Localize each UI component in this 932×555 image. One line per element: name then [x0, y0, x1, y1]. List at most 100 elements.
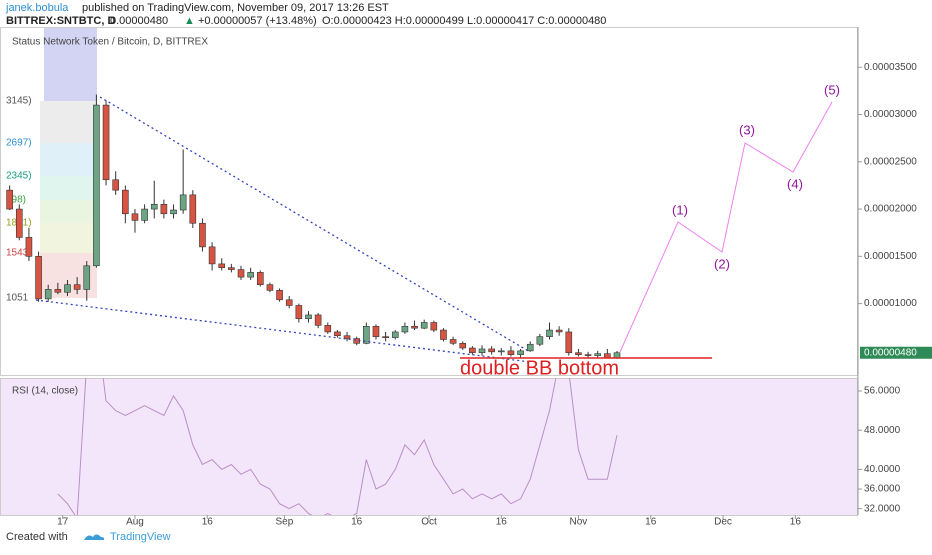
candle-body: [517, 350, 524, 355]
y-tick-label: 56.0000: [864, 386, 901, 397]
candle-body: [372, 325, 380, 337]
candle-body: [295, 305, 303, 320]
wave-labels: (1) (2) (3) (4) (5): [672, 82, 840, 271]
candle-body: [6, 189, 13, 210]
y-tick-label: 0.00003000: [864, 109, 917, 120]
wave-label: (4): [787, 176, 803, 191]
candle-body: [122, 189, 129, 215]
candle-body: [546, 329, 553, 337]
fib-label: 1051: [6, 293, 29, 304]
fib-label: 2345): [6, 171, 32, 182]
footer-brand[interactable]: TradingView: [110, 531, 171, 543]
candle-body: [83, 265, 91, 290]
x-tick-label: 16: [790, 517, 802, 528]
x-tick-label: Dec: [714, 517, 732, 528]
y-tick-label: 32.0000: [864, 503, 901, 514]
candle-body: [247, 272, 254, 278]
fib-zone: [40, 200, 97, 223]
candle-body: [584, 354, 592, 356]
fib-label: 3145): [6, 96, 32, 107]
brand-icon: [84, 534, 105, 540]
candle-body: [237, 269, 245, 278]
rsi-lines: [57, 378, 618, 515]
y-tick-label: 48.0000: [864, 425, 901, 436]
candle-body: [440, 329, 447, 340]
ohlc: O:0.00000423 H:0.00000499 L:0.00000417 C…: [322, 15, 606, 27]
last-price-box: [860, 346, 932, 359]
fib-zones: [40, 28, 97, 298]
candle-body: [469, 347, 476, 354]
fib-label: 2697): [6, 138, 32, 149]
candle-body: [594, 353, 602, 356]
fib-zone: [44, 28, 97, 101]
x-tick-label: Aug: [126, 517, 144, 528]
fib-zone: [40, 143, 97, 176]
candle-body: [488, 348, 495, 353]
candle-body: [526, 343, 534, 352]
arrow: ▲: [184, 15, 195, 27]
candle-body: [54, 289, 62, 293]
x-tick-label: 16: [645, 517, 657, 528]
candle-body: [449, 339, 457, 344]
wave-label: (3): [739, 122, 755, 137]
candle-body: [112, 179, 119, 191]
footer-created: Created with: [6, 531, 68, 543]
x-tick-label: 16: [202, 517, 214, 528]
candle-body: [314, 314, 322, 326]
candle-body: [575, 352, 582, 355]
x-tick-label: 16: [351, 517, 363, 528]
y-tick-label: 0.00002000: [864, 204, 917, 215]
candle-body: [25, 237, 33, 257]
candle-body: [150, 204, 158, 210]
candle-body: [131, 213, 139, 221]
symbol: BITTREX:SNTBTC, D: [6, 15, 115, 27]
fib-zone: [40, 101, 97, 143]
last-price-label: 0.00000480: [864, 347, 917, 358]
candle-body: [285, 299, 293, 306]
candles: [6, 94, 621, 359]
rsi-title: RSI (14, close): [12, 386, 78, 397]
candle-body: [141, 208, 148, 221]
candle-body: [478, 348, 486, 354]
candle-body: [565, 331, 573, 354]
fib-zone: [40, 176, 97, 200]
candle-body: [170, 209, 177, 215]
candle-body: [334, 331, 341, 337]
candle-body: [276, 290, 283, 301]
candle-body: [160, 204, 168, 215]
candle-body: [507, 350, 515, 355]
fib-label: 1543): [6, 248, 32, 259]
candle-body: [401, 325, 409, 333]
candle-body: [411, 325, 418, 329]
trendline: [99, 96, 531, 353]
candle-body: [93, 104, 100, 267]
axes: 0.00003500 0.00003000 0.00002500 0.00002000…: [57, 62, 932, 528]
x-tick-label: Sep: [275, 517, 293, 528]
wave-label: (1): [672, 202, 688, 217]
candle-body: [179, 194, 187, 211]
candle-body: [391, 331, 399, 338]
wave-label: (2): [714, 256, 730, 271]
x-tick-label: Oct: [421, 517, 437, 528]
candle-body: [15, 208, 23, 238]
y-tick-label: 0.00003500: [864, 62, 917, 73]
y-tick-label: 36.0000: [864, 484, 901, 495]
last: 0.00000480: [110, 15, 168, 27]
trendlines: [35, 96, 712, 363]
x-tick-label: 17: [57, 517, 69, 528]
candle-body: [218, 263, 226, 268]
author[interactable]: janek.bobula: [5, 2, 69, 14]
candle-body: [73, 284, 81, 290]
change: +0.00000057 (+13.48%): [198, 15, 317, 27]
pattern-label: double BB bottom: [460, 357, 619, 379]
rsi-line: [57, 378, 618, 515]
rsi-panel: [0, 378, 858, 516]
candle-body: [44, 289, 52, 300]
wave-path: [619, 101, 833, 353]
candle-body: [35, 256, 42, 300]
candle-body: [555, 329, 563, 333]
published: published on TradingView.com, November 0…: [82, 2, 389, 14]
candle-body: [305, 314, 312, 320]
